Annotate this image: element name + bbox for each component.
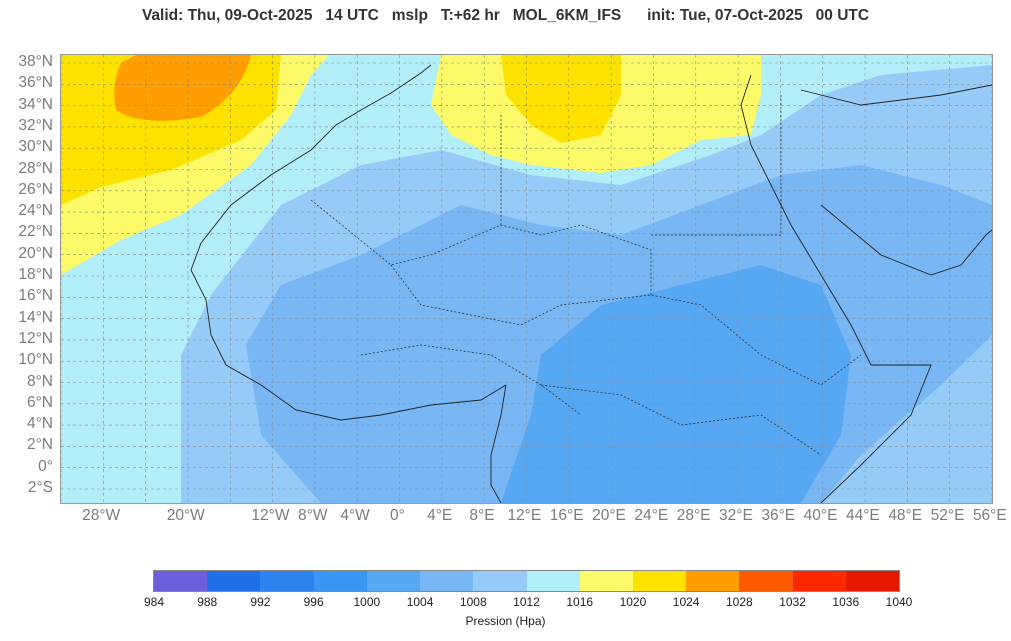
colorbar-segment (313, 571, 367, 591)
latitude-label: 0° (38, 457, 53, 475)
colorbar-segment (260, 571, 314, 591)
latitude-label: 8°N (26, 372, 53, 390)
colorbar-tick-label: 1040 (885, 595, 913, 609)
latitude-label: 20°N (18, 244, 53, 262)
latitude-label: 24°N (18, 202, 53, 220)
latitude-label: 18°N (18, 266, 53, 283)
longitude-label: 44°E (845, 507, 880, 524)
pressure-zone-1024-east (501, 55, 621, 143)
longitude-label: 32°E (719, 507, 753, 524)
chart-title: Valid: Thu, 09-Oct-2025 14 UTC mslp T:+6… (141, 7, 870, 24)
latitude-label: 26°N (18, 180, 53, 198)
colorbar-segment (366, 571, 421, 591)
longitude-label: 28°W (82, 507, 121, 524)
longitude-label: 20°W (166, 507, 205, 524)
colorbar-tick-label: 1024 (672, 595, 700, 609)
longitude-label: 4°W (340, 507, 370, 524)
colorbar-segment (420, 571, 474, 591)
longitude-label: 8°W (298, 507, 328, 524)
colorbar-segment (473, 571, 527, 591)
longitude-label: 40°E (803, 507, 838, 524)
latitude-label: 32°N (18, 116, 53, 134)
latitude-label: 36°N (18, 74, 53, 92)
latitude-label: 22°N (18, 223, 53, 241)
colorbar-tick-label: 1012 (513, 595, 540, 609)
pressure-map[interactable] (60, 54, 993, 504)
colorbar-tick-label: 1004 (406, 595, 434, 609)
longitude-label: 0° (389, 507, 405, 524)
longitude-label: 12°W (251, 507, 290, 524)
colorbar-segment (632, 571, 687, 591)
longitude-label: 20°E (592, 507, 626, 524)
colorbar-tick-label: 988 (197, 595, 218, 609)
longitude-label: 12°E (507, 507, 542, 524)
pressure-colorbar (153, 570, 900, 592)
longitude-label: 28°E (676, 507, 711, 524)
longitude-label: 4°E (427, 507, 453, 524)
latitude-label: 14°N (18, 308, 53, 326)
colorbar-tick-label: 992 (250, 595, 271, 609)
longitude-label: 48°E (888, 507, 923, 524)
colorbar-tick-label: 1032 (779, 595, 806, 609)
latitude-label: 4°N (26, 415, 53, 433)
colorbar-segment (845, 571, 900, 591)
longitude-label: 36°E (761, 507, 796, 524)
latitude-label: 16°N (18, 287, 53, 305)
map-canvas (61, 55, 992, 503)
colorbar-tick-label: 1036 (832, 595, 860, 609)
graticule (61, 55, 992, 503)
pressure-zone-1028 (114, 55, 251, 121)
colorbar-segment (792, 571, 846, 591)
longitude-label: 24°E (634, 507, 669, 524)
latitude-label: 12°N (18, 329, 53, 347)
colorbar-tick-label: 1016 (566, 595, 594, 609)
colorbar-segment (526, 571, 580, 591)
latitude-label: 30°N (18, 138, 53, 156)
latitude-label: 6°N (26, 393, 53, 411)
latitude-label: 34°N (18, 95, 53, 113)
longitude-label: 8°E (469, 507, 495, 524)
colorbar-segment (207, 571, 261, 591)
latitude-label: 2°S (27, 479, 53, 496)
colorbar-segment (154, 571, 208, 591)
colorbar-title: Pression (Hpa) (465, 614, 546, 628)
colorbar-segment (686, 571, 740, 591)
colorbar-tick-label: 1020 (619, 595, 647, 609)
country-borders (310, 95, 862, 456)
latitude-label: 38°N (18, 53, 53, 70)
colorbar-tick-label: 1008 (459, 595, 487, 609)
latitude-label: 10°N (18, 351, 53, 369)
colorbar-tick-label: 996 (303, 595, 324, 609)
longitude-label: 52°E (930, 507, 965, 524)
pressure-zone-1004 (501, 265, 851, 503)
latitude-label: 2°N (26, 436, 53, 454)
longitude-label: 16°E (549, 507, 584, 524)
colorbar-segment (579, 571, 633, 591)
longitude-label: 56°E (972, 507, 1007, 524)
colorbar-tick-label: 984 (143, 595, 165, 609)
colorbar-tick-label: 1000 (353, 595, 381, 609)
coastlines (190, 64, 992, 503)
latitude-label: 28°N (18, 159, 53, 177)
colorbar-segment (739, 571, 793, 591)
colorbar-tick-label: 1028 (725, 595, 753, 609)
